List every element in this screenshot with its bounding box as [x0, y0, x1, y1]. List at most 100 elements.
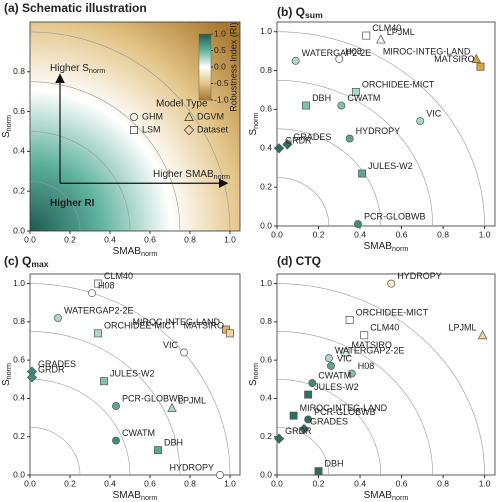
point-label: JULES-W2: [368, 161, 413, 171]
arc: [29, 131, 131, 232]
y-tick-label: 0.0: [260, 469, 272, 479]
x-tick-label: 0.0: [24, 478, 36, 488]
point: [226, 329, 234, 338]
x-axis-label: SMABnorm: [113, 490, 158, 502]
colorbar-tick-label: -0.5: [214, 78, 229, 88]
x-axis-label-sub: norm: [141, 249, 157, 258]
x-axis-label-sub: norm: [141, 493, 157, 502]
point: [362, 31, 371, 40]
point-label: GRADES: [293, 132, 331, 142]
point-label: DBH: [325, 459, 344, 469]
panel-title-main: (c) Q: [4, 254, 31, 268]
y-tick-label: 0.8: [13, 66, 25, 76]
point-label: GRDR: [285, 136, 312, 146]
y-tick-label: 0.8: [260, 65, 272, 75]
legend-marker: [183, 124, 195, 136]
point-label: LPJML: [449, 323, 477, 333]
point-label: HYDROPY: [397, 271, 442, 281]
y-tick-label: 0.2: [13, 185, 25, 195]
point: [337, 101, 346, 110]
y-axis-label: Snorm: [248, 112, 260, 135]
x-tick-label: 0.8: [184, 234, 196, 244]
point-label: DBH: [164, 437, 183, 447]
panel-title: (c) Qmax: [4, 254, 49, 269]
point: [100, 377, 108, 386]
plot-frame: [29, 21, 241, 232]
x-axis-label: SMABnorm: [364, 241, 409, 253]
x-axis-label: SMABnorm: [364, 490, 409, 502]
annotation-main: Higher S: [50, 62, 89, 73]
panel-title-main: (b) Q: [277, 5, 305, 19]
point: [289, 411, 298, 420]
point-label: ORCHIDEE-MICT: [104, 321, 177, 331]
y-axis-label: Snorm: [1, 363, 13, 386]
point-label: VIC: [163, 340, 179, 350]
y-tick-label: 0.8: [260, 316, 272, 326]
legend-marker: [184, 111, 194, 121]
point: [291, 56, 300, 65]
point-label: GRADES: [310, 416, 348, 426]
point: [167, 402, 177, 412]
arc: [276, 331, 434, 476]
x-tick-label: 0.0: [271, 478, 283, 488]
colorbar: [198, 33, 212, 101]
colorbar-tick-label: -1.0: [214, 94, 229, 104]
annotation-sub: norm: [214, 172, 230, 181]
point-label: GRADES: [38, 359, 76, 369]
annotation: Higher RI: [50, 198, 95, 209]
legend-marker: [130, 126, 138, 134]
point: [347, 369, 356, 378]
y-tick-label: 0.4: [260, 143, 272, 153]
y-tick-label: 0.6: [260, 104, 272, 114]
arc: [29, 81, 181, 232]
y-axis-label: Snorm: [248, 363, 260, 386]
y-tick-label: 0.2: [13, 431, 25, 441]
point-label: WATERGAP2-2E: [335, 346, 405, 356]
y-axis-label-sub: norm: [251, 363, 260, 379]
point-label: VIC: [426, 108, 442, 118]
point-label: JULES-W2: [314, 382, 359, 392]
point-label: CWATM: [122, 428, 155, 438]
point: [298, 423, 310, 435]
y-tick-label: 0.6: [260, 354, 272, 364]
x-tick-label: 0.8: [437, 229, 449, 239]
point-label: MIROC-INTEG-LAND: [383, 46, 471, 56]
point-label: H08: [358, 361, 375, 371]
y-axis-label-sub: norm: [4, 363, 13, 379]
x-axis-label-main: SMAB: [113, 246, 142, 257]
arc: [276, 283, 485, 476]
y-tick-label: 0.0: [13, 225, 25, 235]
panel-title: (d) CTQ: [277, 254, 321, 268]
arc: [276, 128, 382, 227]
point: [180, 348, 188, 357]
legend-title: Model Type: [156, 99, 208, 110]
x-tick-label: 0.2: [313, 229, 325, 239]
arc: [276, 31, 485, 227]
colorbar-tick-label: 1.0: [214, 28, 226, 38]
arc: [29, 283, 231, 476]
annotation-sub: norm: [89, 66, 105, 75]
point: [88, 289, 96, 298]
colorbar-tick-label: 0.0: [214, 61, 226, 71]
point: [335, 54, 344, 63]
arc: [276, 426, 330, 476]
y-tick-label: 0.0: [260, 220, 272, 230]
colorbar-tick-label: 0.5: [214, 45, 226, 55]
point: [112, 436, 120, 445]
point-label: PCR-GLOBWB: [314, 407, 376, 417]
y-axis-label-sub: norm: [4, 115, 13, 131]
point: [360, 331, 369, 340]
point: [26, 372, 38, 383]
x-tick-label: 0.8: [437, 478, 449, 488]
arc: [29, 378, 131, 476]
y-axis-label-main: S: [1, 379, 12, 386]
plot-frame: [276, 273, 496, 476]
arc: [29, 331, 181, 476]
point: [376, 34, 386, 44]
colorbar-label: Robustness Index (RI): [228, 22, 238, 112]
x-axis-label-main: SMAB: [113, 490, 142, 501]
annotation: Higher Snorm: [50, 62, 105, 74]
point: [358, 169, 367, 178]
arc: [276, 79, 434, 227]
